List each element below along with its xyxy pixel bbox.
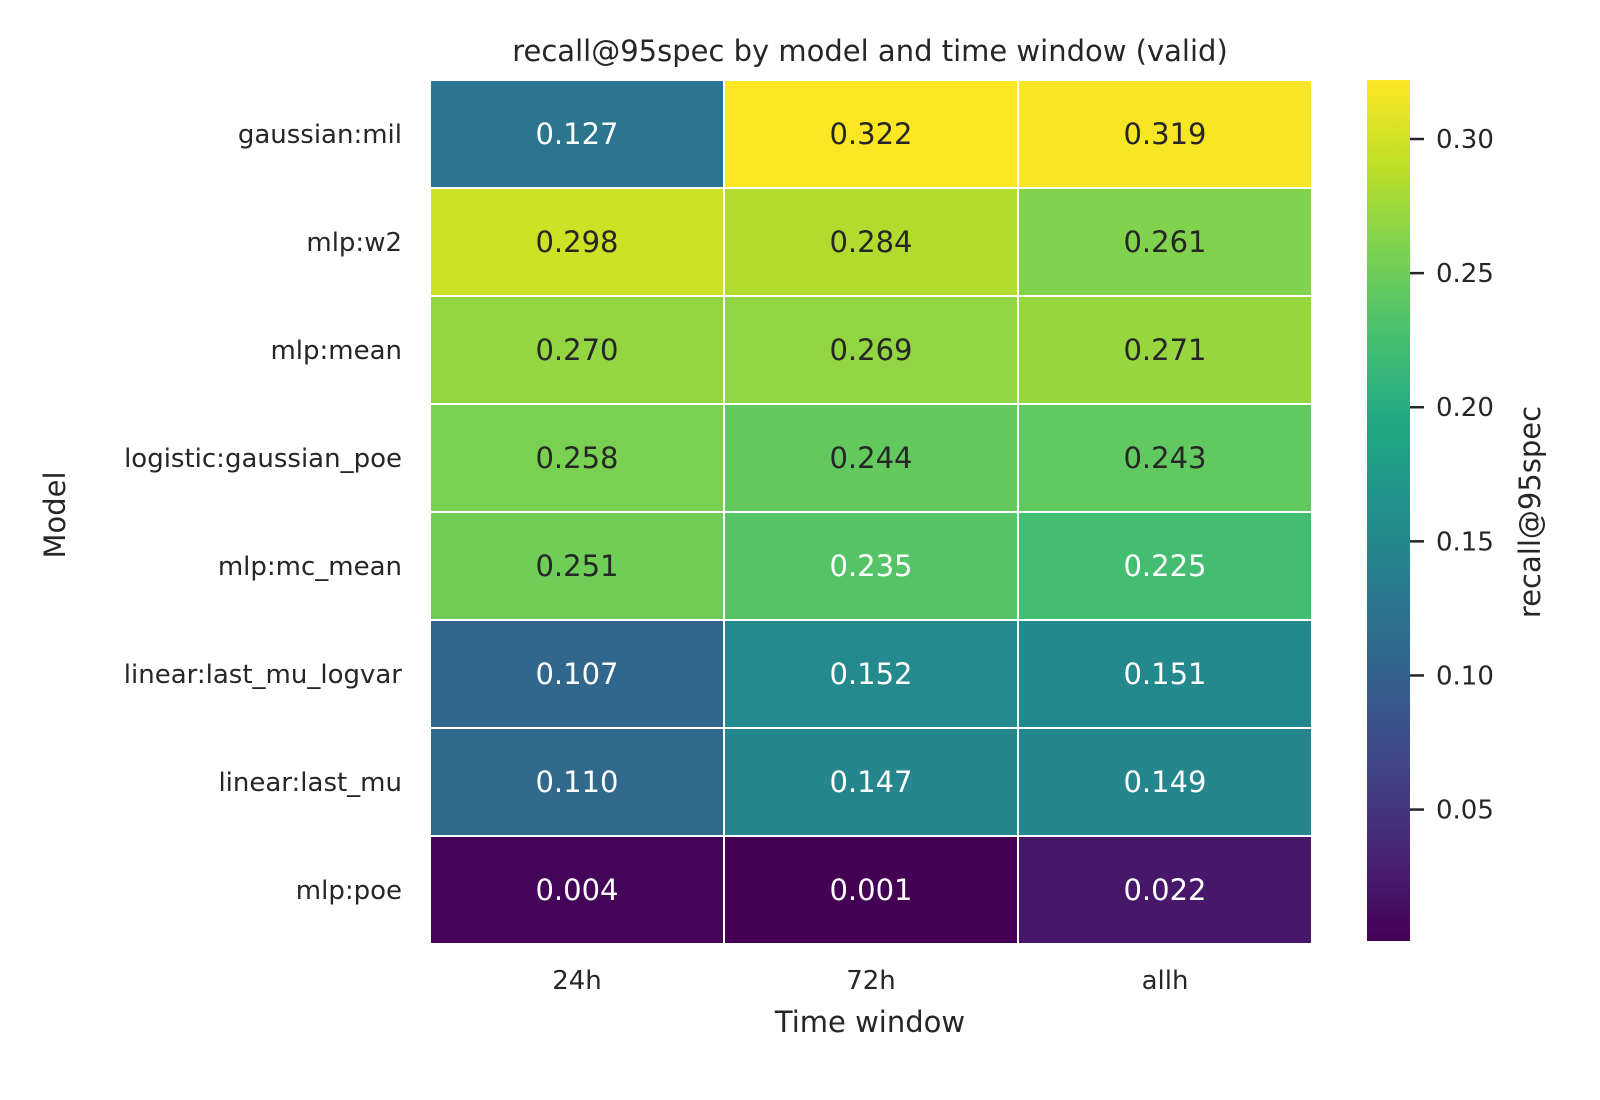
- cell-value-label: 0.271: [1123, 333, 1206, 367]
- heatmap-cell: [1017, 79, 1313, 189]
- y-tick-label: mlp:mean: [270, 336, 402, 366]
- heatmap-cell: [429, 619, 725, 729]
- y-tick-label: linear:last_mu: [218, 768, 402, 798]
- cell-value-label: 0.127: [535, 117, 618, 151]
- cell-value-label: 0.244: [829, 441, 912, 475]
- heatmap-cell: [723, 727, 1019, 837]
- heatmap-cell: [429, 79, 725, 189]
- heatmap-cell: [1017, 403, 1313, 513]
- heatmap-cell-labels: 0.127 0.322 0.319 0.298 0.284 0.261 0.270 0.269…: [535, 117, 1206, 907]
- heatmap-cells: [429, 79, 1313, 945]
- heatmap-cell: [723, 619, 1019, 729]
- y-tick-label: gaussian:mil: [238, 120, 402, 150]
- colorbar-label: recall@95spec: [1513, 406, 1547, 618]
- heatmap-cell: [1017, 619, 1313, 729]
- cell-value-label: 0.152: [829, 657, 912, 691]
- colorbar-tick-label: 0.20: [1436, 393, 1494, 423]
- cell-value-label: 0.269: [829, 333, 912, 367]
- cell-value-label: 0.004: [535, 873, 618, 907]
- colorbar: [1367, 80, 1410, 941]
- heatmap-cell: [1017, 187, 1313, 297]
- heatmap-cell: [723, 295, 1019, 405]
- heatmap-cell: [429, 403, 725, 513]
- colorbar-tick-label: 0.25: [1436, 259, 1494, 289]
- cell-value-label: 0.322: [829, 117, 912, 151]
- colorbar-ticks: 0.05 0.10 0.15 0.20 0.25 0.30: [1410, 125, 1494, 826]
- x-tick-label: 72h: [846, 966, 896, 996]
- heatmap-cell: [429, 835, 725, 945]
- x-tick-label: 24h: [552, 966, 602, 996]
- x-axis-tick-labels: 24h 72h allh: [552, 966, 1188, 996]
- y-tick-label: mlp:poe: [296, 876, 402, 906]
- cell-value-label: 0.001: [829, 873, 912, 907]
- y-tick-label: linear:last_mu_logvar: [124, 660, 403, 690]
- heatmap-cell: [723, 835, 1019, 945]
- chart-title: recall@95spec by model and time window (…: [512, 34, 1228, 68]
- cell-value-label: 0.147: [829, 765, 912, 799]
- cell-value-label: 0.149: [1123, 765, 1206, 799]
- cell-value-label: 0.298: [535, 225, 618, 259]
- cell-value-label: 0.251: [535, 549, 618, 583]
- cell-value-label: 0.022: [1123, 873, 1206, 907]
- colorbar-tick-label: 0.10: [1436, 661, 1494, 691]
- y-tick-label: mlp:w2: [306, 228, 402, 258]
- cell-value-label: 0.225: [1123, 549, 1206, 583]
- x-tick-label: allh: [1142, 966, 1189, 996]
- heatmap-cell: [723, 79, 1019, 189]
- heatmap-cell: [723, 187, 1019, 297]
- heatmap-cell: [429, 727, 725, 837]
- heatmap-cell: [723, 511, 1019, 621]
- y-axis-label: Model: [38, 471, 72, 558]
- y-axis-tick-labels: gaussian:mil mlp:w2 mlp:mean logistic:gauss…: [124, 120, 403, 906]
- colorbar-tick-label: 0.05: [1436, 796, 1494, 826]
- y-tick-label: logistic:gaussian_poe: [124, 444, 402, 474]
- cell-value-label: 0.235: [829, 549, 912, 583]
- colorbar-tick-label: 0.15: [1436, 527, 1494, 557]
- y-tick-label: mlp:mc_mean: [218, 552, 402, 582]
- colorbar-tick-label: 0.30: [1436, 125, 1494, 155]
- cell-value-label: 0.319: [1123, 117, 1206, 151]
- heatmap-cell: [1017, 727, 1313, 837]
- cell-value-label: 0.110: [535, 765, 618, 799]
- cell-value-label: 0.261: [1123, 225, 1206, 259]
- cell-value-label: 0.107: [535, 657, 618, 691]
- heatmap-cell: [429, 511, 725, 621]
- cell-value-label: 0.243: [1123, 441, 1206, 475]
- x-axis-label: Time window: [774, 1005, 965, 1039]
- cell-value-label: 0.258: [535, 441, 618, 475]
- cell-value-label: 0.151: [1123, 657, 1206, 691]
- cell-value-label: 0.284: [829, 225, 912, 259]
- heatmap-cell: [1017, 511, 1313, 621]
- cell-value-label: 0.270: [535, 333, 618, 367]
- heatmap-cell: [429, 187, 725, 297]
- heatmap-cell: [1017, 835, 1313, 945]
